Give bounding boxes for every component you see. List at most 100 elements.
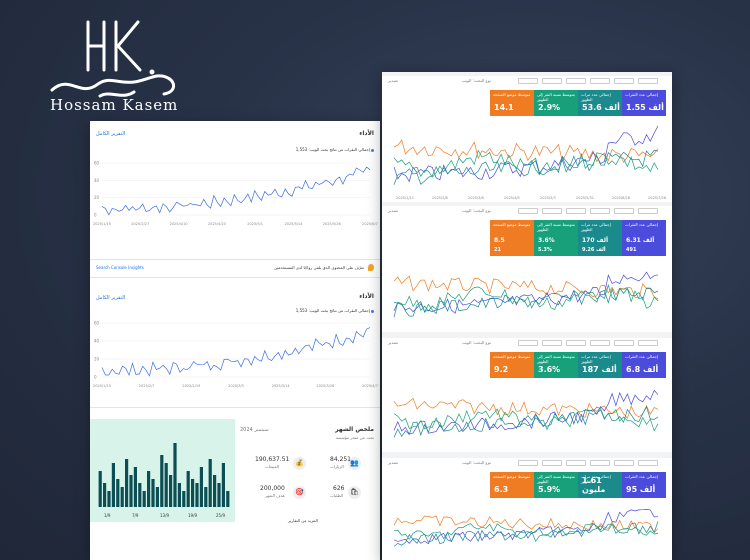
metric-label: إجمالي عدد النقرات — [625, 474, 659, 479]
y-tick-label: 60 — [94, 161, 100, 166]
performance-title-1: الأداء — [359, 130, 374, 137]
metric-series-line — [393, 523, 659, 543]
date-range-chip[interactable] — [638, 208, 658, 214]
metric-tile[interactable]: متوسط نسبة النقر إلى الظهور 5.9% — [534, 472, 578, 498]
full-report-link-2[interactable]: التقرير الكامل — [96, 295, 126, 301]
sales-bar — [129, 475, 133, 507]
y-tick-label: 60 — [94, 321, 100, 326]
metric-tile[interactable]: إجمالي عدد النقرات 6.31 ألف 491 — [622, 220, 666, 256]
date-range-chip[interactable] — [638, 460, 658, 466]
date-range-chip[interactable] — [566, 340, 586, 346]
sales-bar — [111, 463, 115, 507]
metric-tile[interactable]: إجمالي عدد مرات الظهور 1.61 مليون — [578, 472, 622, 498]
metric-tile[interactable]: متوسط موضع الصفحة 6.3 — [490, 472, 534, 498]
sales-bar — [164, 463, 168, 507]
metric-tile[interactable]: متوسط موضع الصفحة 8.5 21 — [490, 220, 534, 256]
date-range-chip[interactable] — [542, 460, 562, 466]
search-performance-panel: تصدير نوع البحث: الويب إجمالي عدد النقرات 6… — [382, 206, 672, 332]
orders-label: الطلبات — [330, 493, 344, 498]
date-range-chip[interactable] — [542, 78, 562, 84]
search-console-insights-link[interactable]: Search Console Insights — [96, 265, 144, 270]
date-range-chip[interactable] — [566, 460, 586, 466]
date-range-chip[interactable] — [566, 208, 586, 214]
chart-legend-2: إجمالي النقرات من نتائج بحث الويب: 1,553 — [295, 308, 370, 313]
date-range-chip[interactable] — [542, 208, 562, 214]
date-range-chip[interactable] — [542, 340, 562, 346]
metric-series-line — [393, 406, 659, 438]
metric-tile[interactable]: إجمالي عدد مرات الظهور 53.6 ألف — [578, 90, 622, 116]
date-range-chip[interactable] — [518, 208, 538, 214]
metric-tile[interactable]: متوسط نسبة النقر إلى الظهور 2.9% — [534, 90, 578, 116]
sales-bar — [177, 483, 181, 507]
date-range-chip[interactable] — [590, 208, 610, 214]
sales-bar — [191, 479, 195, 507]
search-type-filter[interactable]: نوع البحث: الويب — [462, 78, 491, 83]
visits-label: الزيارات — [330, 464, 344, 469]
date-range-chip[interactable] — [590, 460, 610, 466]
search-type-filter[interactable]: نوع البحث: الويب — [462, 208, 491, 213]
more-reports-link[interactable]: المزيد من التقارير — [288, 518, 318, 523]
metric-comparison-value: 21 — [494, 247, 501, 253]
date-range-chip[interactable] — [566, 78, 586, 84]
target-icon: 🎯 — [293, 486, 306, 499]
date-range-chip[interactable] — [638, 340, 658, 346]
sales-bar — [107, 491, 111, 507]
metric-tile[interactable]: إجمالي عدد النقرات 95 ألف — [622, 472, 666, 498]
export-button[interactable]: تصدير — [388, 78, 399, 83]
date-range-chip[interactable] — [638, 78, 658, 84]
users-icon: 👥 — [348, 457, 361, 470]
search-type-filter[interactable]: نوع البحث: الويب — [462, 460, 491, 465]
metric-tile[interactable]: متوسط نسبة النقر إلى الظهور 3.6% 5.3% — [534, 220, 578, 256]
date-range-chip[interactable] — [614, 340, 634, 346]
metric-label: إجمالي عدد مرات الظهور — [581, 354, 611, 364]
export-button[interactable]: تصدير — [388, 340, 399, 345]
metric-label: إجمالي عدد مرات الظهور — [581, 92, 611, 102]
metric-series-line — [393, 389, 659, 435]
metric-label: متوسط نسبة النقر إلى الظهور — [537, 354, 575, 364]
metric-label: متوسط موضع الصفحة — [493, 92, 531, 97]
search-type-filter[interactable]: نوع البحث: الويب — [462, 340, 491, 345]
metric-tile[interactable]: متوسط نسبة النقر إلى الظهور 3.6% — [534, 352, 578, 378]
sales-bar — [199, 467, 203, 507]
dashboard-left-card: التقرير الكامل الأداء إجمالي النقرات من … — [90, 121, 380, 560]
metrics-multi-line-chart — [393, 509, 659, 547]
export-button[interactable]: تصدير — [388, 208, 399, 213]
metric-tile[interactable]: إجمالي عدد النقرات 6.8 ألف — [622, 352, 666, 378]
date-range-chip[interactable] — [614, 78, 634, 84]
date-range-chip[interactable] — [614, 460, 634, 466]
export-button[interactable]: تصدير — [388, 460, 399, 465]
legend-dot-1 — [371, 149, 374, 152]
sales-bar — [138, 483, 142, 507]
metric-label: إجمالي عدد النقرات — [625, 354, 659, 359]
x-tick-label: 2025/1/15 — [93, 222, 111, 226]
metric-value: 170 ألف — [582, 237, 609, 244]
metric-tile[interactable]: إجمالي عدد مرات الظهور 170 ألف 9.26 ألف — [578, 220, 622, 256]
goal-value: 200,000 — [260, 485, 285, 492]
sales-bar — [186, 471, 190, 507]
date-range-chip[interactable] — [518, 460, 538, 466]
legend-dot-2 — [371, 310, 374, 313]
summary-period: سبتمبر 2024 — [240, 427, 269, 433]
bar-x-tick-label: 25/9 — [216, 513, 225, 518]
date-range-chip[interactable] — [590, 78, 610, 84]
x-tick-label: 2025/2/8 — [432, 196, 448, 200]
visits-value: 84,251 — [330, 456, 351, 463]
metric-series-line — [393, 406, 659, 432]
x-tick-label: 2025/4/10 — [170, 222, 188, 226]
full-report-link-1[interactable]: التقرير الكامل — [96, 131, 126, 137]
metric-tile[interactable]: إجمالي عدد النقرات 1.55 ألف — [622, 90, 666, 116]
x-tick-label: 2025/7/26 — [648, 196, 666, 200]
x-tick-label: 2025/4/7 — [362, 384, 378, 388]
clicks-series-line — [101, 327, 371, 377]
search-performance-panel: تصدير نوع البحث: الويب إجمالي عدد النقرات 1… — [382, 76, 672, 202]
insights-text: تعرّف على المحتوى الذي يلقى رواجًا لدى ا… — [274, 265, 364, 270]
metric-value: 14.1 — [494, 103, 514, 112]
date-range-chip[interactable] — [518, 340, 538, 346]
date-range-chip[interactable] — [518, 78, 538, 84]
date-range-chip[interactable] — [590, 340, 610, 346]
sales-bar — [116, 479, 120, 507]
metric-tile[interactable]: إجمالي عدد مرات الظهور 187 ألف — [578, 352, 622, 378]
metric-tile[interactable]: متوسط موضع الصفحة 14.1 — [490, 90, 534, 116]
date-range-chip[interactable] — [614, 208, 634, 214]
metric-tile[interactable]: متوسط موضع الصفحة 9.2 — [490, 352, 534, 378]
